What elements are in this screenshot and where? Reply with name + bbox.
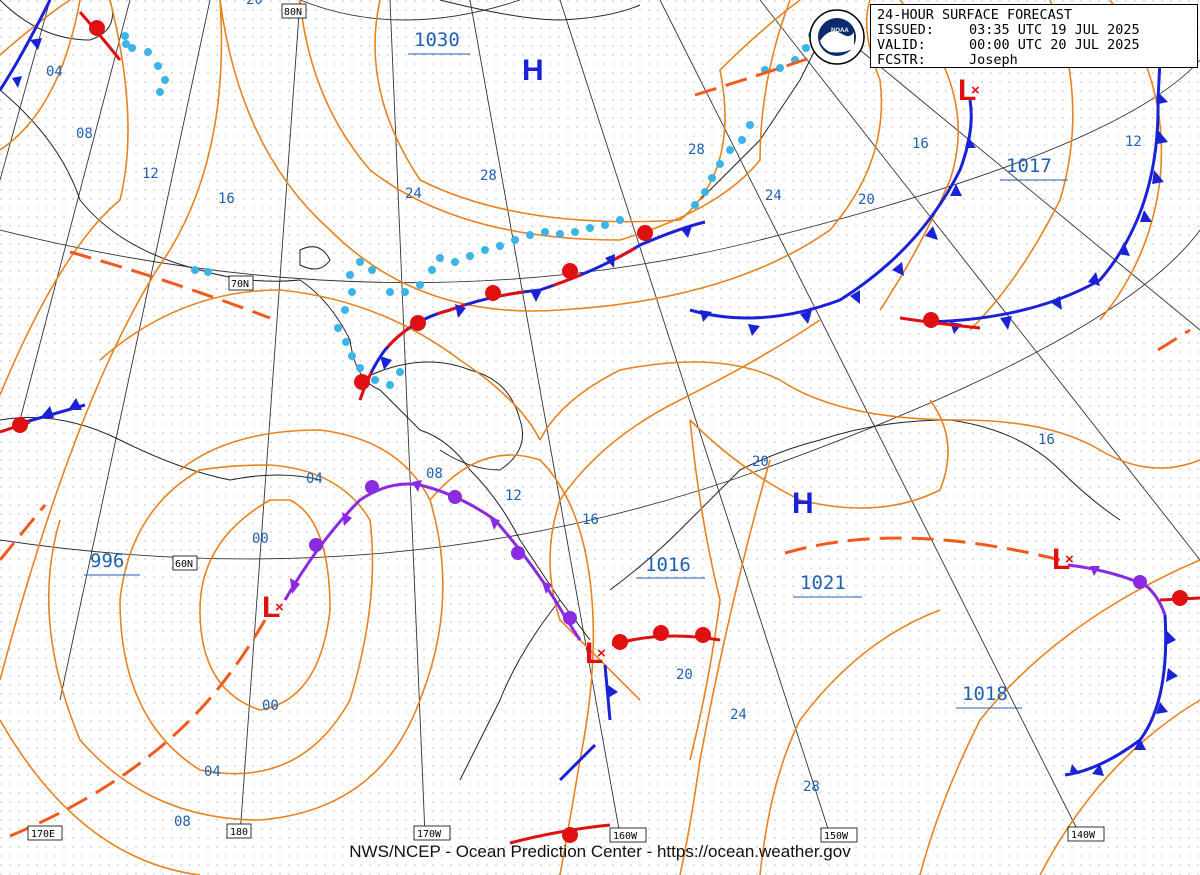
low-center-marker-3: L × xyxy=(1052,543,1074,576)
svg-text:16: 16 xyxy=(912,136,929,152)
valid-value: 00:00 UTC 20 JUL 2025 xyxy=(969,37,1140,53)
warm-front-bumps xyxy=(12,20,1188,843)
svg-text:12: 12 xyxy=(505,488,522,504)
header-title: 24-HOUR SURFACE FORECAST xyxy=(877,7,1073,23)
svg-text:×: × xyxy=(597,645,606,662)
svg-text:×: × xyxy=(1065,551,1074,568)
cold-front-barbs xyxy=(12,38,1178,776)
svg-text:NOAA: NOAA xyxy=(831,28,849,34)
ice-edge-dots xyxy=(121,31,816,389)
svg-text:L: L xyxy=(262,591,280,624)
svg-text:12: 12 xyxy=(142,166,159,182)
svg-text:140W: 140W xyxy=(1071,830,1096,841)
isobar-labels: 04 08 12 16 24 28 28 24 20 16 12 04 08 1… xyxy=(46,64,1142,830)
svg-text:20: 20 xyxy=(246,0,263,8)
svg-text:80N: 80N xyxy=(284,7,302,18)
svg-text:170E: 170E xyxy=(31,829,55,840)
svg-text:28: 28 xyxy=(688,142,705,158)
svg-text:16: 16 xyxy=(218,191,235,207)
svg-text:08: 08 xyxy=(76,126,93,142)
noaa-logo: NOAA xyxy=(809,9,865,65)
low-center-marker-4: L × xyxy=(958,74,980,107)
pressure-996: 996 xyxy=(90,550,124,572)
svg-text:L: L xyxy=(585,637,603,670)
svg-text:08: 08 xyxy=(174,814,191,830)
valid-label: VALID: xyxy=(877,37,926,53)
svg-text:16: 16 xyxy=(582,512,599,528)
svg-text:70N: 70N xyxy=(231,279,249,290)
svg-text:160W: 160W xyxy=(613,831,638,842)
svg-text:04: 04 xyxy=(306,471,323,487)
issued-value: 03:35 UTC 19 JUL 2025 xyxy=(969,22,1140,38)
high-symbol-1030: H xyxy=(522,54,544,87)
pressure-1030: 1030 xyxy=(414,29,460,51)
svg-text:24: 24 xyxy=(765,188,782,204)
high-symbol-1021: H xyxy=(792,487,814,520)
svg-text:12: 12 xyxy=(1125,134,1142,150)
stationary-front-symbols xyxy=(354,225,692,390)
low-center-marker-2: L × xyxy=(585,637,606,670)
svg-text:×: × xyxy=(275,599,284,616)
pressure-1021: 1021 xyxy=(800,572,846,594)
svg-text:00: 00 xyxy=(252,531,269,547)
issued-label: ISSUED: xyxy=(877,22,934,38)
svg-text:170W: 170W xyxy=(417,829,442,840)
svg-text:16: 16 xyxy=(1038,432,1055,448)
pressure-labels: 1030 1017 996 1016 1021 1018 xyxy=(84,29,1068,709)
svg-text:04: 04 xyxy=(46,64,63,80)
svg-text:24: 24 xyxy=(730,707,747,723)
svg-text:L: L xyxy=(1052,543,1070,576)
svg-text:60N: 60N xyxy=(175,559,193,570)
svg-text:24: 24 xyxy=(405,186,422,202)
svg-text:28: 28 xyxy=(480,168,497,184)
occluded-front-symbols xyxy=(290,480,1147,625)
svg-text:×: × xyxy=(971,82,980,99)
svg-text:04: 04 xyxy=(204,764,221,780)
svg-text:20: 20 xyxy=(752,454,769,470)
svg-text:150W: 150W xyxy=(824,831,849,842)
forecaster-value: Joseph xyxy=(969,52,1018,68)
pressure-1016: 1016 xyxy=(645,554,691,576)
forecast-header: 24-HOUR SURFACE FORECAST ISSUED: 03:35 UT… xyxy=(870,4,1198,68)
pressure-1018: 1018 xyxy=(962,683,1008,705)
svg-text:L: L xyxy=(958,74,976,107)
forecaster-label: FCSTR: xyxy=(877,52,926,68)
low-center-marker-1: L × xyxy=(262,591,284,624)
svg-text:20: 20 xyxy=(858,192,875,208)
footer-credit: NWS/NCEP - Ocean Prediction Center - htt… xyxy=(349,842,851,861)
svg-text:08: 08 xyxy=(426,466,443,482)
svg-text:180: 180 xyxy=(230,827,248,838)
graticule-labels: 80N 70N 60N 170E 180 170W 160W 150W 140W… xyxy=(27,0,1105,843)
pressure-1017: 1017 xyxy=(1006,155,1052,177)
svg-text:00: 00 xyxy=(262,698,279,714)
trough-lines xyxy=(0,56,1191,838)
svg-text:28: 28 xyxy=(803,779,820,795)
svg-text:20: 20 xyxy=(676,667,693,683)
